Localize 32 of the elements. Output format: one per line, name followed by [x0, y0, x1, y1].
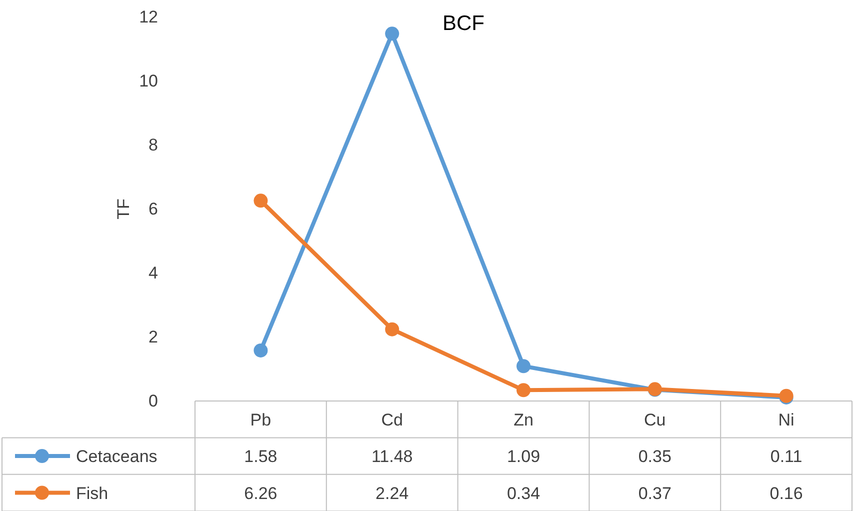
- x-tick-label: Cu: [644, 410, 666, 430]
- x-tick-label: Ni: [778, 410, 794, 430]
- data-label: 0.16: [770, 484, 803, 503]
- legend-label: Fish: [76, 484, 108, 503]
- data-label: 0.34: [506, 484, 540, 503]
- y-tick-label: 12: [139, 7, 158, 26]
- x-tick-label: Zn: [514, 410, 534, 430]
- y-axis-title: TF: [114, 198, 133, 220]
- data-label: 11.48: [371, 447, 413, 466]
- x-tick-label: Pb: [250, 410, 272, 430]
- data-label: 0.35: [638, 447, 672, 466]
- y-tick-label: 6: [148, 199, 158, 218]
- data-label: 0.11: [770, 447, 802, 466]
- data-label: 1.09: [506, 447, 540, 466]
- x-tick-label: Cd: [381, 410, 403, 430]
- data-label: 0.37: [638, 484, 672, 503]
- point: [516, 383, 530, 398]
- point: [254, 343, 268, 358]
- y-tick-label: 2: [148, 327, 158, 346]
- y-tick-label: 10: [139, 71, 158, 90]
- data-label: 6.26: [244, 484, 278, 503]
- data-label: 1.58: [244, 447, 278, 466]
- point: [516, 359, 530, 374]
- point: [385, 322, 400, 336]
- y-tick-label: 4: [148, 263, 158, 282]
- y-tick-label: 0: [148, 391, 158, 410]
- legend-label: Cetaceans: [76, 447, 158, 466]
- chart-title: BCF: [442, 12, 484, 35]
- y-tick-label: 8: [148, 135, 158, 154]
- point: [254, 194, 268, 208]
- data-label: 2.24: [376, 484, 409, 503]
- point: [385, 26, 400, 41]
